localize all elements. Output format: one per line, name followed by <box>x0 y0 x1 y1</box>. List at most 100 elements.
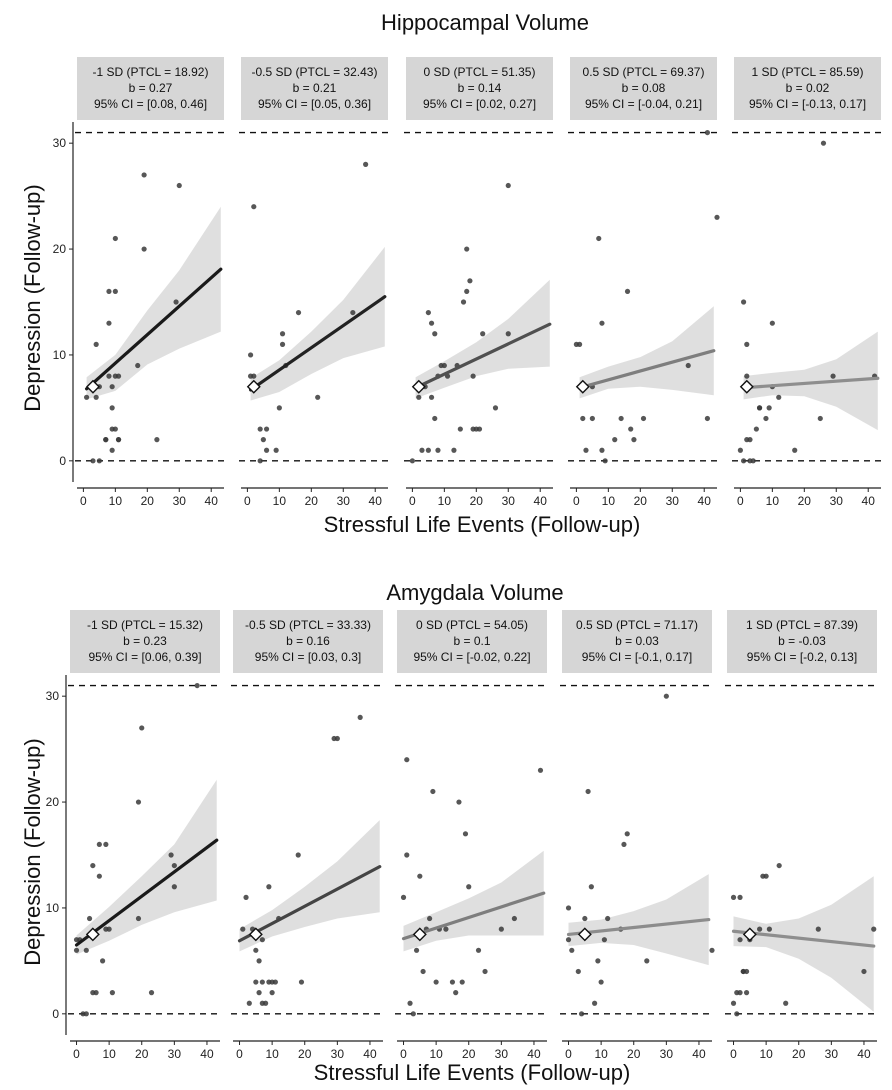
facet-strip-label: 95% CI = [0.06, 0.39] <box>88 650 201 664</box>
facet-strip-label: 95% CI = [-0.02, 0.22] <box>413 650 530 664</box>
x-tick-label: 40 <box>363 1047 377 1061</box>
facet-strip <box>570 57 717 120</box>
data-point <box>139 725 145 731</box>
data-point <box>470 373 476 379</box>
data-point <box>90 862 96 869</box>
data-point <box>737 937 743 943</box>
data-point <box>480 331 486 337</box>
data-point <box>628 426 634 432</box>
ci-band <box>733 876 874 1012</box>
data-point <box>757 926 763 932</box>
data-point <box>350 309 356 316</box>
data-point <box>257 426 263 432</box>
data-point <box>592 1000 598 1006</box>
data-point <box>253 979 259 985</box>
data-point <box>106 373 112 379</box>
ci-band <box>239 820 380 952</box>
chart-title: Amygdala Volume <box>386 580 563 605</box>
data-point <box>815 926 821 932</box>
data-point <box>86 915 93 922</box>
data-point <box>425 309 431 316</box>
mean-diamond-marker <box>575 379 590 394</box>
facet-strip-label: b = 0.23 <box>123 634 167 648</box>
x-tick-label: 20 <box>141 494 155 508</box>
x-tick-label: 10 <box>102 1047 116 1061</box>
data-point <box>466 884 472 890</box>
facet-strip-label: b = 0.08 <box>622 81 666 95</box>
x-tick-label: 0 <box>409 494 416 508</box>
data-point <box>173 299 179 305</box>
mean-diamond-marker <box>412 927 427 942</box>
data-point <box>750 458 756 464</box>
facet-panel: 0 SD (PTCL = 54.05) b = 0.1 95% CI = [-0.0… <box>395 610 549 1061</box>
data-point <box>588 884 594 890</box>
data-point <box>457 426 463 432</box>
data-point <box>756 405 763 411</box>
data-point <box>598 979 604 985</box>
facet-panel: 0 SD (PTCL = 51.35) b = 0.14 95% CI = [0.0… <box>404 57 555 508</box>
data-point <box>443 926 449 932</box>
facet-strip <box>562 610 712 673</box>
data-point <box>498 926 504 932</box>
facet-panel: -0.5 SD (PTCL = 33.33) b = 0.16 95% CI = [… <box>231 610 385 1061</box>
x-tick-label: 0 <box>236 1047 243 1061</box>
regression-line <box>237 865 382 943</box>
facet-strip-label: b = -0.03 <box>778 634 826 648</box>
data-point <box>595 958 601 964</box>
facet-panel: 0.5 SD (PTCL = 69.37) b = 0.08 95% CI = [-… <box>568 57 720 508</box>
data-point <box>100 958 106 964</box>
data-point <box>740 458 747 464</box>
facet-strip-label: 95% CI = [-0.13, 0.17] <box>749 97 866 111</box>
y-tick-label: 20 <box>46 795 60 809</box>
x-tick-label: 30 <box>168 1047 182 1061</box>
data-point <box>410 1011 416 1017</box>
data-point <box>589 415 595 422</box>
data-point <box>817 415 823 422</box>
ci-band <box>250 246 385 401</box>
x-tick-label: 20 <box>798 494 812 508</box>
ci-band <box>743 331 878 431</box>
data-point <box>730 894 737 900</box>
data-point <box>295 852 301 858</box>
data-point <box>621 841 627 848</box>
x-tick-label: 0 <box>80 494 87 508</box>
data-point <box>266 884 272 890</box>
facet-strip <box>727 610 877 673</box>
x-tick-label: 40 <box>857 1047 871 1061</box>
data-point <box>714 214 720 220</box>
x-tick-label: 10 <box>594 1047 608 1061</box>
data-point <box>135 799 142 805</box>
facet-strip-label: 95% CI = [0.03, 0.3] <box>255 650 361 664</box>
x-tick-label: 0 <box>400 1047 407 1061</box>
data-point <box>435 447 441 453</box>
data-point <box>106 320 112 326</box>
data-point <box>776 394 782 400</box>
data-point <box>737 447 743 453</box>
data-point <box>420 968 426 975</box>
facet-panel: -1 SD (PTCL = 15.32) b = 0.23 95% CI = [0.… <box>68 610 222 1061</box>
data-point <box>861 968 867 975</box>
facet-strip-label: 0.5 SD (PTCL = 71.17) <box>576 618 698 632</box>
regression-line <box>401 891 546 941</box>
facet-strip-label: 0.5 SD (PTCL = 69.37) <box>583 65 705 79</box>
data-point <box>740 299 747 305</box>
data-point <box>744 373 750 379</box>
x-tick-label: 30 <box>666 494 680 508</box>
regression-line <box>84 267 223 391</box>
data-point <box>416 394 422 400</box>
data-point <box>565 905 572 911</box>
x-tick-label: 0 <box>565 1047 572 1061</box>
data-point <box>576 341 583 347</box>
data-point <box>106 926 112 932</box>
mean-diamond-marker <box>248 927 263 942</box>
x-tick-label: 30 <box>502 494 516 508</box>
facet-panel: -1 SD (PTCL = 18.92) b = 0.27 95% CI = [0.… <box>75 57 226 508</box>
x-tick-label: 40 <box>527 1047 541 1061</box>
data-point <box>769 320 775 326</box>
data-point <box>276 405 282 411</box>
data-point <box>578 1011 585 1017</box>
data-point <box>96 458 102 464</box>
data-point <box>753 426 759 432</box>
facet-panel: 0.5 SD (PTCL = 71.17) b = 0.03 95% CI = [-… <box>560 610 715 1061</box>
